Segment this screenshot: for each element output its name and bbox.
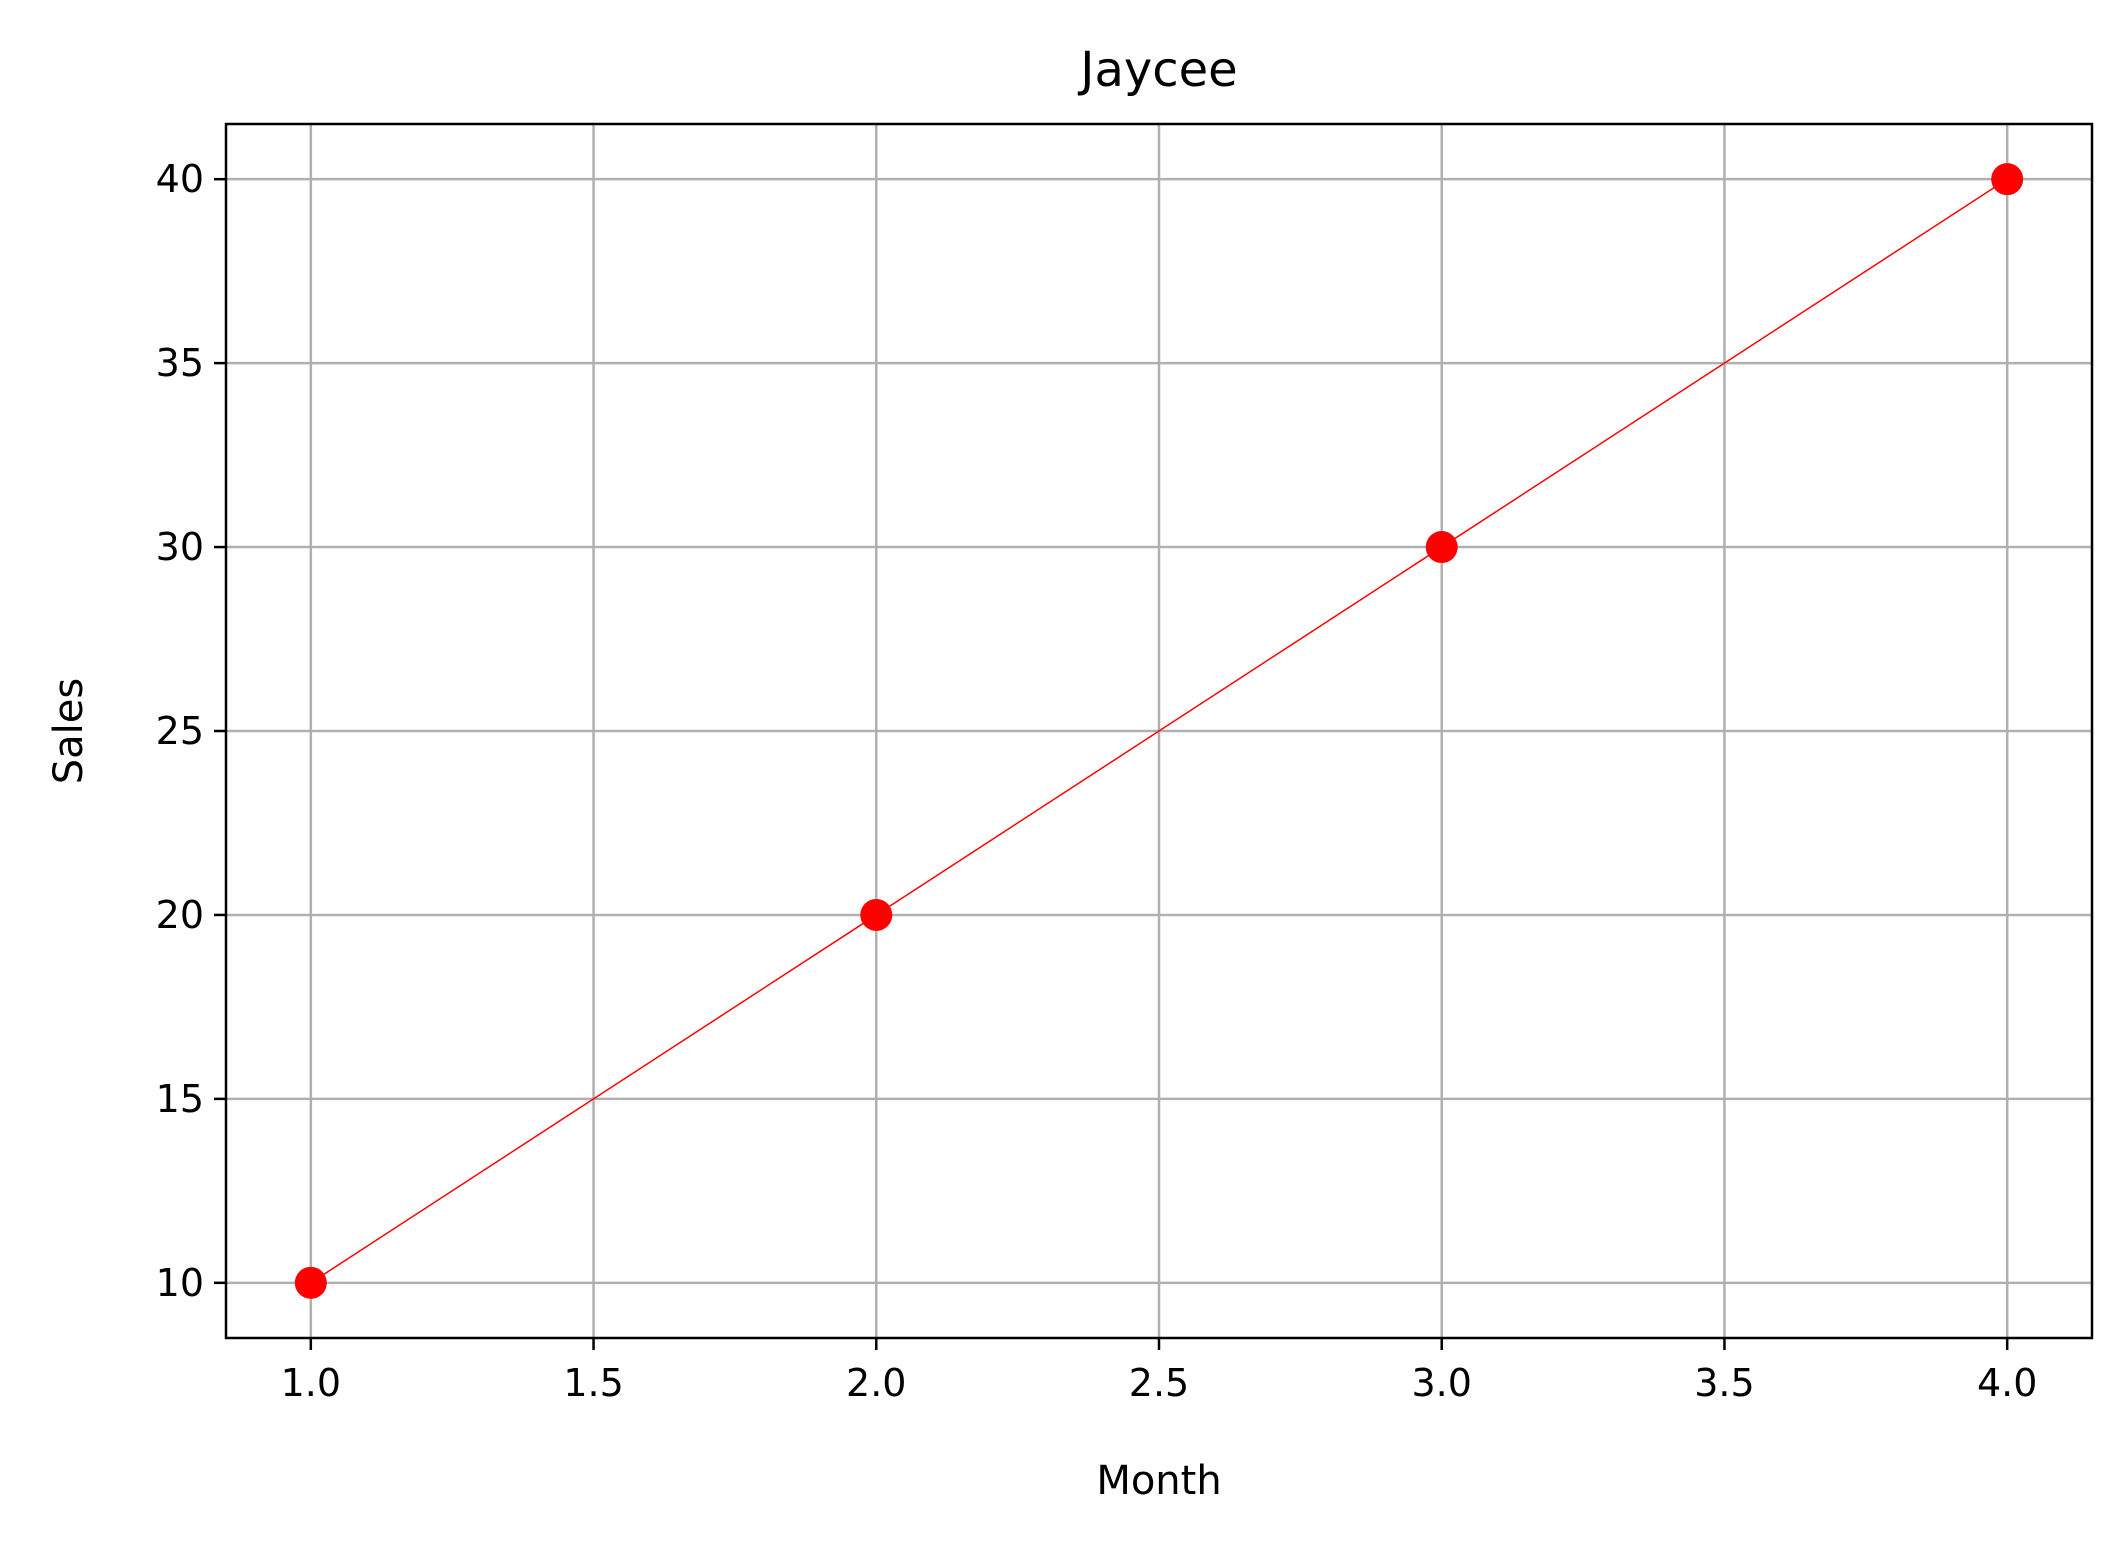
x-tick-label-5: 3.5	[1694, 1361, 1754, 1405]
x-tick-label-1: 1.5	[563, 1361, 623, 1405]
y-tick-label-1: 15	[156, 1077, 204, 1121]
x-tick-label-4: 3.0	[1412, 1361, 1472, 1405]
x-tick-label-2: 2.0	[846, 1361, 906, 1405]
data-point-2	[1425, 531, 1458, 564]
axis-ticks: 1.0 1.5 2.0 2.5 3.0 3.5 4.0 10 15 20 25 30 35 40	[156, 157, 2038, 1405]
x-tick-label-0: 1.0	[281, 1361, 341, 1405]
x-axis-label: Month	[1096, 1458, 1221, 1504]
data-points	[294, 163, 2024, 1299]
data-point-1	[860, 898, 893, 931]
series-line-0	[310, 178, 2008, 1284]
chart-title: Jaycee	[1077, 42, 1237, 98]
y-tick-label-0: 10	[156, 1261, 204, 1305]
data-point-3	[1991, 163, 2024, 196]
y-tick-label-5: 35	[156, 341, 204, 385]
x-tick-label-3: 2.5	[1129, 1361, 1189, 1405]
grid	[226, 124, 2092, 1338]
series-line	[310, 178, 2008, 1284]
y-tick-label-3: 25	[156, 709, 204, 753]
y-tick-label-6: 40	[156, 157, 204, 201]
y-axis-label: Sales	[46, 678, 92, 784]
data-point-0	[294, 1266, 327, 1299]
y-tick-label-2: 20	[156, 893, 204, 937]
y-tick-label-4: 30	[156, 525, 204, 569]
x-tick-label-6: 4.0	[1977, 1361, 2037, 1405]
